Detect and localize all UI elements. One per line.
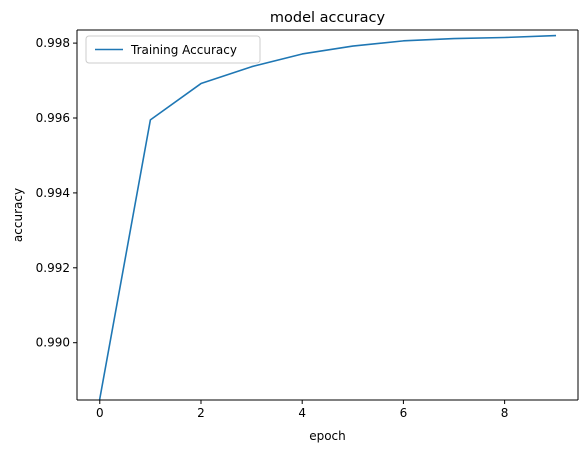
- plot-area: [77, 30, 578, 400]
- x-tick-label: 0: [96, 406, 104, 420]
- legend: Training Accuracy: [85, 35, 261, 64]
- x-tick-label: 4: [298, 406, 306, 420]
- y-tick-label: 0.996: [36, 111, 70, 125]
- training-accuracy-line: [98, 34, 557, 400]
- chart-title: model accuracy: [270, 10, 386, 26]
- x-axis-ticks: 0 2 4 6 8: [96, 400, 508, 420]
- x-tick-label: 2: [197, 406, 205, 420]
- x-axis-label: epoch: [309, 429, 346, 443]
- y-axis-label: accuracy: [11, 188, 25, 242]
- legend-label: Training Accuracy: [130, 43, 237, 57]
- y-tick-label: 0.994: [36, 186, 70, 200]
- x-tick-label: 6: [400, 406, 408, 420]
- y-tick-label: 0.990: [36, 336, 70, 350]
- y-tick-label: 0.998: [36, 36, 70, 50]
- y-axis-ticks: 0.990 0.992 0.994 0.996 0.998: [36, 36, 77, 350]
- legend-box: [85, 35, 261, 64]
- plot-spines: [76, 29, 579, 401]
- x-tick-label: 8: [501, 406, 509, 420]
- y-tick-label: 0.992: [36, 261, 70, 275]
